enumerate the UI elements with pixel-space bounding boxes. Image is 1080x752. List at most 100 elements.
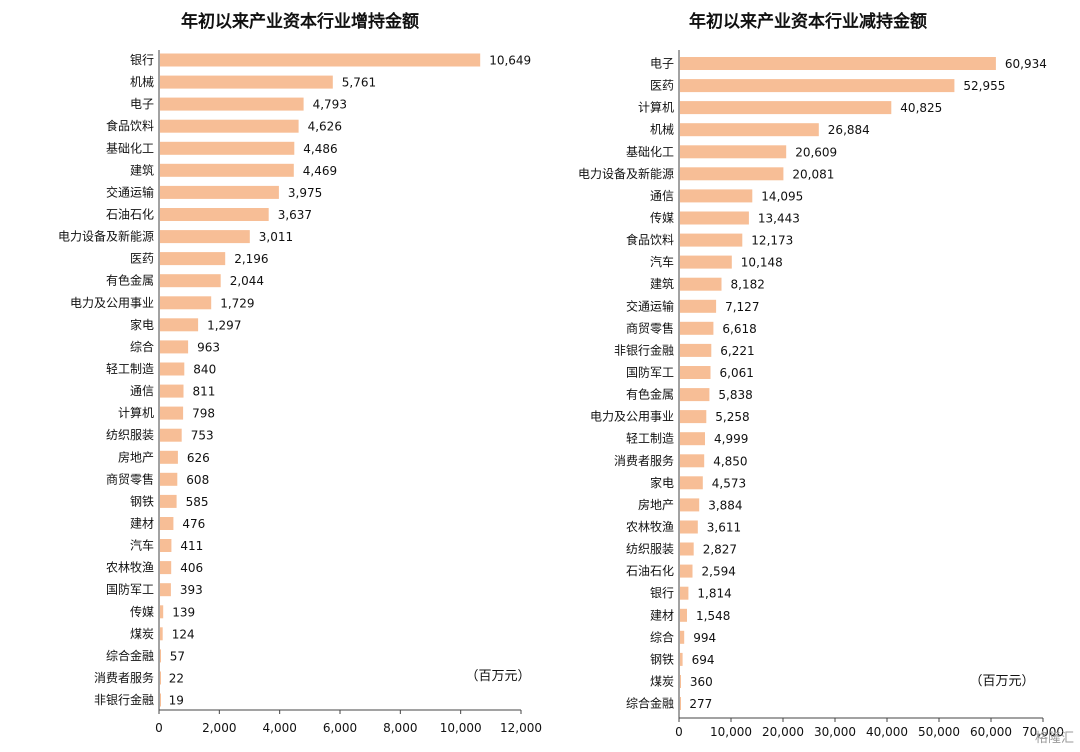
right-value-label-0: 60,934 — [1005, 57, 1047, 71]
right-bar-29 — [680, 697, 681, 710]
right-bar-19 — [680, 476, 703, 490]
left-bar-29 — [160, 693, 161, 707]
right-x-tick-label-1: 10,000 — [710, 725, 752, 739]
left-category-label-18: 房地产 — [118, 449, 154, 464]
right-value-label-13: 6,221 — [720, 344, 754, 358]
left-value-label-17: 753 — [191, 429, 214, 443]
left-value-label-12: 1,297 — [207, 318, 241, 332]
right-bar-17 — [680, 432, 705, 446]
right-value-label-17: 4,999 — [714, 432, 748, 446]
left-bar-7 — [160, 208, 269, 221]
right-value-label-10: 8,182 — [731, 278, 765, 292]
left-value-label-6: 3,975 — [288, 186, 322, 200]
right-bar-14 — [680, 366, 711, 379]
left-bar-9 — [160, 252, 226, 266]
left-category-label-25: 传媒 — [130, 604, 154, 619]
right-bar-23 — [680, 564, 693, 578]
left-value-label-11: 1,729 — [220, 296, 254, 310]
left-bar-26 — [160, 627, 163, 641]
right-value-label-26: 994 — [693, 631, 716, 645]
left-value-label-25: 139 — [172, 605, 195, 619]
left-value-label-10: 2,044 — [230, 274, 264, 288]
left-bar-24 — [160, 583, 171, 597]
right-value-label-2: 40,825 — [900, 101, 942, 115]
left-bar-10 — [160, 274, 221, 288]
left-value-label-24: 393 — [180, 583, 203, 597]
left-bar-17 — [160, 428, 182, 442]
left-chart-title: 年初以来产业资本行业增持金额 — [181, 11, 419, 32]
left-bar-27 — [160, 649, 161, 663]
left-x-tick-label-0: 0 — [155, 721, 163, 735]
right-x-tick-label-5: 50,000 — [918, 725, 960, 739]
left-unit-label: （百万元） — [465, 669, 530, 684]
left-bar-8 — [160, 230, 250, 244]
right-value-label-14: 6,061 — [720, 366, 754, 380]
right-value-label-1: 52,955 — [963, 79, 1005, 93]
left-bar-22 — [160, 539, 172, 552]
right-value-label-16: 5,258 — [715, 410, 749, 424]
right-bar-27 — [680, 652, 683, 666]
right-bar-22 — [680, 542, 694, 556]
right-value-label-7: 13,443 — [758, 212, 800, 226]
right-category-label-3: 机械 — [650, 122, 674, 137]
right-category-label-15: 有色金属 — [626, 387, 674, 402]
left-category-label-6: 交通运输 — [106, 184, 154, 199]
left-category-label-28: 消费者服务 — [94, 670, 154, 685]
right-x-tick-label-2: 20,000 — [762, 725, 804, 739]
left-category-label-19: 商贸零售 — [106, 471, 154, 486]
right-value-label-5: 20,081 — [792, 167, 834, 181]
left-bar-11 — [160, 296, 212, 310]
right-category-label-8: 食品饮料 — [626, 232, 674, 247]
left-category-label-7: 石油石化 — [106, 208, 154, 222]
right-category-label-27: 钢铁 — [650, 652, 674, 666]
right-value-label-9: 10,148 — [741, 256, 783, 270]
right-value-label-15: 5,838 — [718, 388, 752, 402]
left-bar-15 — [160, 384, 184, 398]
right-value-label-25: 1,548 — [696, 609, 730, 623]
right-value-label-12: 6,618 — [722, 322, 756, 336]
right-bar-15 — [680, 388, 710, 402]
right-category-label-23: 石油石化 — [626, 564, 674, 578]
right-chart-title: 年初以来产业资本行业减持金额 — [689, 11, 927, 32]
right-x-tick-label-0: 0 — [675, 725, 683, 739]
left-value-label-18: 626 — [187, 451, 210, 465]
right-category-label-19: 家电 — [650, 475, 674, 490]
left-value-label-0: 10,649 — [489, 54, 531, 68]
left-category-label-27: 综合金融 — [106, 648, 154, 663]
right-bar-26 — [680, 630, 685, 644]
left-value-label-7: 3,637 — [278, 208, 312, 222]
right-category-label-10: 建筑 — [650, 276, 674, 291]
left-value-label-22: 411 — [180, 539, 203, 553]
left-category-label-26: 煤炭 — [130, 627, 154, 641]
right-value-label-21: 3,611 — [707, 521, 741, 535]
right-category-label-13: 非银行金融 — [614, 342, 674, 357]
right-value-label-4: 20,609 — [795, 145, 837, 159]
right-bar-18 — [680, 454, 705, 468]
left-bar-18 — [160, 450, 178, 464]
left-bar-19 — [160, 472, 178, 486]
left-value-label-13: 963 — [197, 340, 220, 354]
left-category-label-22: 汽车 — [130, 538, 154, 553]
left-value-label-15: 811 — [193, 385, 216, 399]
right-category-label-1: 医药 — [650, 79, 674, 93]
right-bar-3 — [680, 123, 819, 137]
right-category-label-12: 商贸零售 — [626, 320, 674, 335]
right-bar-2 — [680, 101, 892, 115]
left-bar-3 — [160, 119, 299, 133]
left-category-label-13: 综合 — [130, 339, 154, 354]
right-category-label-16: 电力及公用事业 — [590, 410, 674, 424]
left-category-label-8: 电力设备及新能源 — [58, 229, 154, 244]
right-x-tick-label-3: 30,000 — [814, 725, 856, 739]
right-category-label-21: 农林牧渔 — [626, 520, 674, 534]
left-category-label-2: 电子 — [130, 97, 154, 111]
right-value-label-29: 277 — [689, 697, 712, 711]
left-value-label-3: 4,626 — [308, 120, 342, 134]
left-value-label-26: 124 — [172, 627, 195, 641]
right-value-label-24: 1,814 — [697, 587, 731, 601]
right-category-label-0: 电子 — [650, 57, 674, 71]
left-category-label-24: 国防军工 — [106, 582, 154, 597]
left-value-label-27: 57 — [170, 649, 185, 663]
right-value-label-19: 4,573 — [712, 476, 746, 490]
right-category-label-11: 交通运输 — [626, 298, 674, 313]
